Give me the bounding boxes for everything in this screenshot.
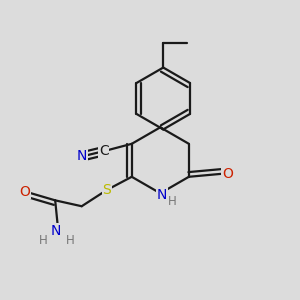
Text: H: H [39, 235, 48, 248]
Text: H: H [65, 235, 74, 248]
Text: S: S [102, 183, 111, 197]
Text: O: O [20, 184, 30, 199]
Text: O: O [222, 167, 233, 181]
Text: N: N [157, 188, 167, 202]
Text: N: N [76, 149, 87, 164]
Text: H: H [168, 195, 177, 208]
Text: C: C [99, 144, 109, 158]
Text: N: N [51, 224, 61, 238]
